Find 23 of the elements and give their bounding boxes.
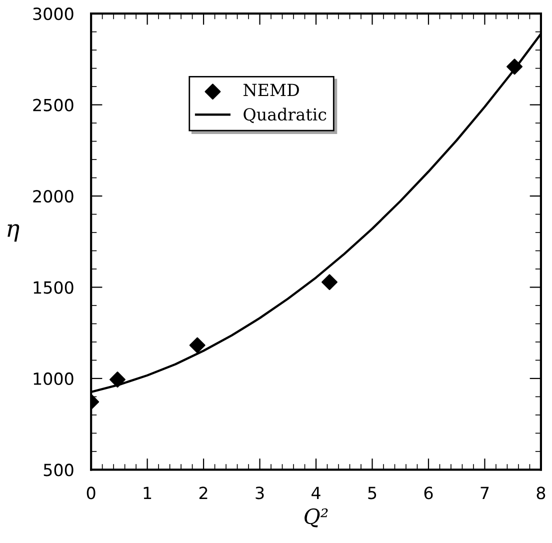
- y-tick-label: 1500: [34, 281, 74, 294]
- x-tick-label: 4: [312, 486, 320, 500]
- y-tick-label: 2500: [33, 98, 74, 112]
- x-tick-label: 8: [536, 486, 546, 500]
- y-tick-label: 500: [44, 464, 74, 476]
- point: [322, 274, 338, 290]
- x-tick-label: 6: [424, 486, 433, 500]
- point: [189, 337, 206, 354]
- x-tick-label: 7: [480, 486, 489, 500]
- x-tick-label: 2: [199, 486, 208, 500]
- y-tick-label: 2000: [33, 190, 74, 203]
- y-tick-label: 1000: [34, 372, 74, 386]
- legend-label: NEMD: [244, 84, 299, 96]
- point: [506, 58, 523, 75]
- point: [110, 372, 126, 388]
- x-tick-label: 3: [256, 486, 264, 500]
- y-axis-title: η: [8, 224, 20, 242]
- x-axis-title: Q²: [304, 508, 328, 528]
- x-tick-label: 1: [144, 486, 152, 500]
- x-tick-label: 0: [86, 486, 96, 500]
- legend-label: Quadratic: [244, 108, 326, 124]
- x-tick-label: 5: [368, 486, 376, 500]
- y-tick-label: 3000: [33, 8, 74, 20]
